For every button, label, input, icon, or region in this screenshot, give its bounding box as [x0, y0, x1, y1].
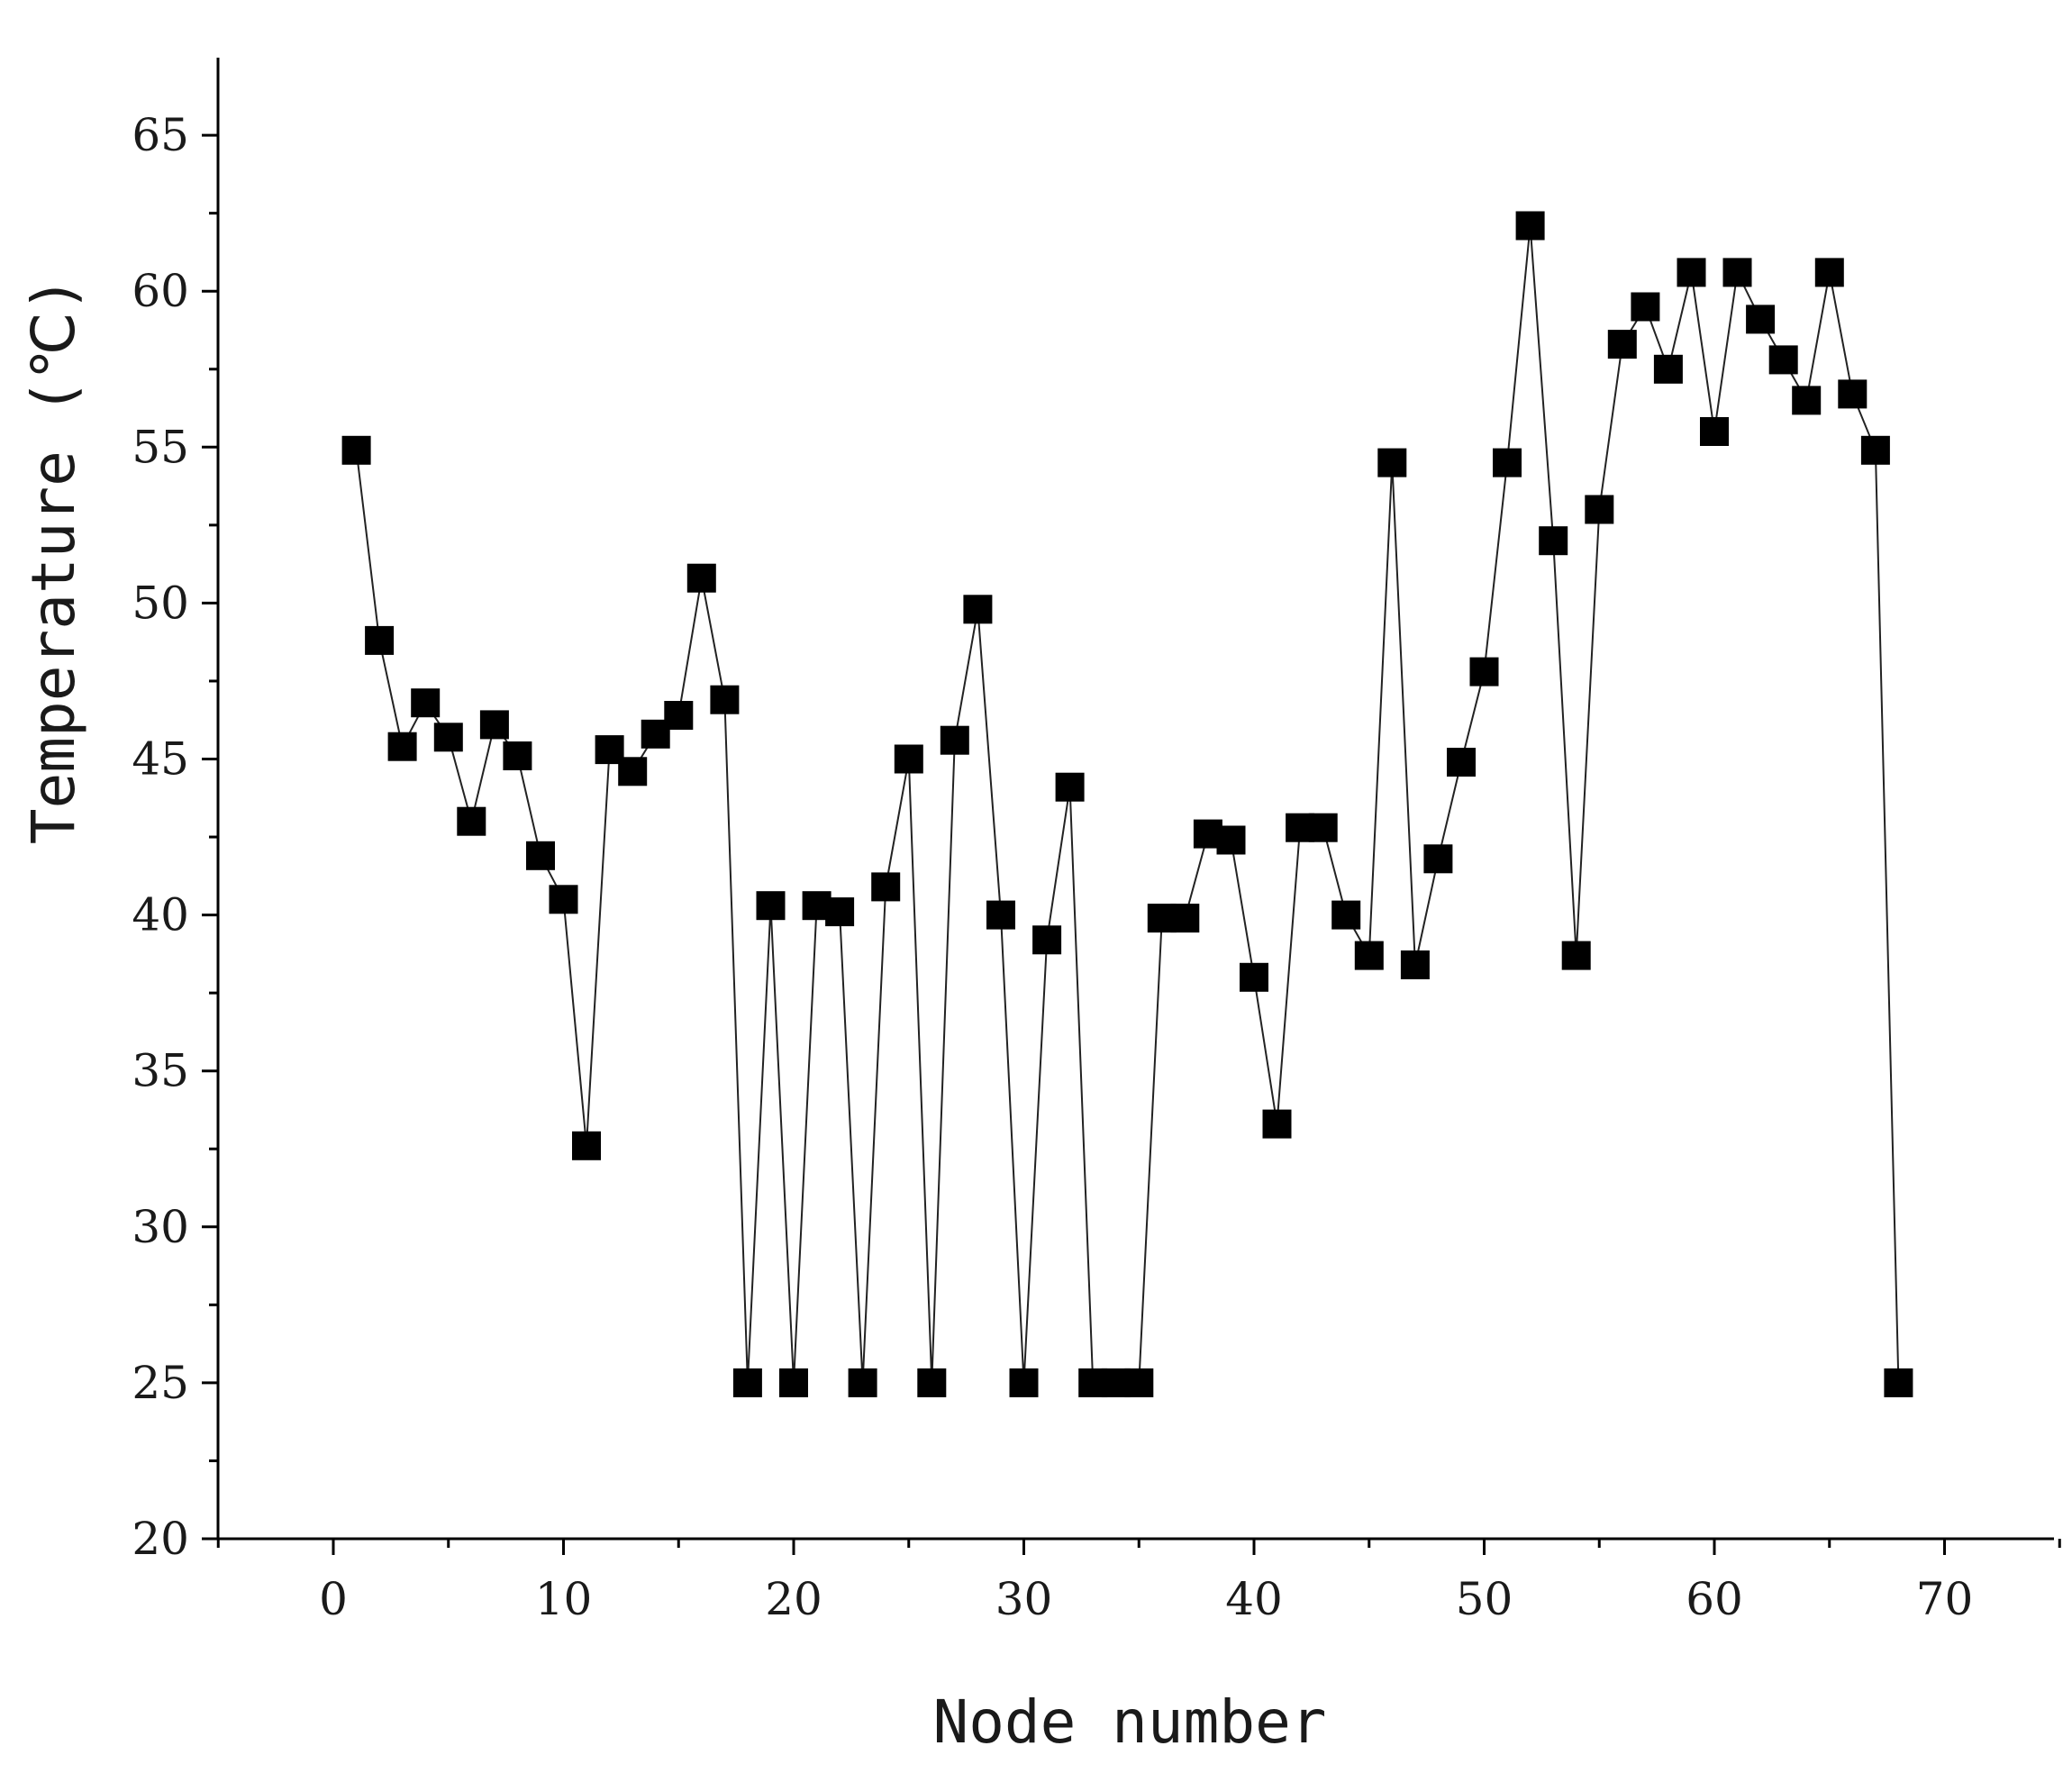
data-point: [1585, 495, 1614, 524]
temperature-series-line: [355, 225, 1900, 1384]
y-tick-label: 20: [132, 1513, 189, 1565]
x-tick-label: 40: [1225, 1573, 1283, 1625]
data-markers: [341, 211, 1913, 1397]
data-point: [963, 595, 993, 624]
data-point: [457, 806, 486, 836]
y-tick-label: 65: [132, 109, 189, 161]
data-point: [756, 891, 786, 921]
data-point: [1170, 904, 1200, 933]
y-tick-label: 45: [132, 733, 189, 786]
y-tick-label: 50: [132, 577, 189, 629]
data-point: [1032, 925, 1062, 955]
y-tick-label: 40: [132, 889, 189, 941]
data-point: [710, 685, 740, 714]
x-tick-label: 20: [765, 1573, 822, 1625]
data-point: [1493, 448, 1522, 477]
data-point: [1607, 330, 1637, 359]
data-point: [894, 744, 923, 774]
data-point: [940, 725, 969, 755]
data-point: [526, 841, 555, 870]
data-point: [1354, 941, 1384, 970]
x-ticks: 0 10 20 30 40 50 60 70: [216, 1539, 2061, 1625]
data-point: [341, 435, 371, 465]
x-tick-label: 60: [1686, 1573, 1743, 1625]
data-point: [871, 872, 901, 902]
y-tick-label: 35: [132, 1045, 189, 1097]
data-point: [1055, 772, 1085, 802]
y-tick-label: 30: [132, 1201, 189, 1253]
data-point: [1308, 813, 1338, 842]
data-point: [1262, 1109, 1292, 1139]
data-point: [1884, 1368, 1913, 1397]
data-point: [1653, 354, 1683, 384]
data-point: [1447, 748, 1476, 777]
x-axis-title: Node number: [932, 1687, 1326, 1757]
axes: [216, 58, 2054, 1541]
x-tick-label: 30: [995, 1573, 1053, 1625]
data-point: [1216, 825, 1246, 855]
y-axis-title: Temperature (℃): [19, 277, 88, 844]
data-point: [1746, 305, 1776, 334]
data-point: [1677, 258, 1706, 287]
data-point: [1768, 345, 1798, 375]
data-point: [664, 701, 694, 730]
data-point: [387, 732, 417, 761]
data-point: [1860, 435, 1890, 465]
data-point: [1515, 211, 1545, 241]
data-point: [1240, 962, 1268, 992]
data-point: [1124, 1368, 1154, 1397]
data-point: [1631, 292, 1660, 322]
data-point: [1539, 526, 1568, 556]
x-tick-label: 0: [319, 1573, 348, 1625]
data-point: [479, 710, 509, 740]
data-point: [1377, 448, 1407, 477]
x-tick-label: 10: [535, 1573, 593, 1625]
data-point: [1400, 950, 1430, 979]
data-point: [686, 563, 716, 593]
y-ticks: 20 25 30 35 40 45 50 55 60 65: [132, 109, 218, 1565]
data-point: [572, 1131, 601, 1160]
y-tick-label: 55: [132, 421, 189, 473]
x-tick-label: 70: [1916, 1573, 1974, 1625]
y-tick-label: 60: [132, 265, 189, 317]
y-tick-label: 25: [132, 1357, 189, 1409]
data-point: [1838, 379, 1868, 409]
data-point: [1423, 844, 1453, 874]
data-point: [917, 1368, 947, 1397]
data-point: [1469, 657, 1499, 686]
data-point: [433, 723, 463, 752]
data-point: [1792, 386, 1822, 415]
data-point: [1700, 417, 1729, 446]
data-point: [1331, 900, 1361, 930]
x-tick-label: 50: [1456, 1573, 1513, 1625]
data-point: [825, 897, 855, 927]
data-point: [986, 900, 1015, 930]
data-point: [618, 757, 648, 786]
data-point: [1009, 1368, 1039, 1397]
data-point: [732, 1368, 762, 1397]
data-point: [1814, 258, 1844, 287]
data-point: [1561, 941, 1591, 970]
data-point: [503, 741, 532, 770]
data-point: [365, 625, 395, 655]
data-point: [549, 885, 578, 914]
data-point: [779, 1368, 808, 1397]
data-point: [1722, 258, 1752, 287]
data-point: [411, 688, 441, 718]
data-point: [848, 1368, 877, 1397]
